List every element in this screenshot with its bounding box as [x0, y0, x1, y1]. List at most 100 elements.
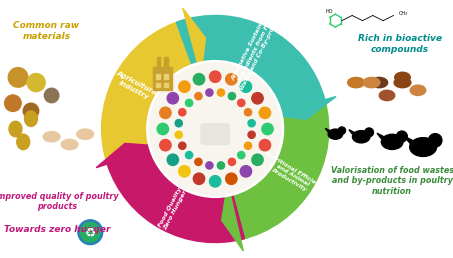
Wedge shape	[230, 100, 329, 240]
Text: Rich in bioactive
compounds: Rich in bioactive compounds	[358, 34, 442, 54]
Circle shape	[259, 107, 270, 118]
Ellipse shape	[9, 121, 22, 137]
Circle shape	[240, 81, 251, 92]
Circle shape	[206, 162, 213, 169]
Circle shape	[252, 93, 263, 104]
Circle shape	[252, 154, 263, 165]
Circle shape	[160, 140, 171, 151]
Circle shape	[245, 109, 252, 116]
Ellipse shape	[352, 131, 370, 143]
Polygon shape	[269, 96, 336, 119]
Circle shape	[81, 222, 100, 242]
Circle shape	[259, 140, 270, 151]
Circle shape	[23, 103, 39, 119]
Circle shape	[206, 89, 213, 96]
Circle shape	[179, 81, 190, 92]
Circle shape	[217, 89, 225, 96]
Ellipse shape	[395, 72, 410, 83]
Circle shape	[178, 109, 186, 116]
Text: ♻: ♻	[85, 226, 96, 239]
FancyBboxPatch shape	[156, 74, 160, 79]
Text: Agricultural
Industry: Agricultural Industry	[112, 70, 159, 103]
Circle shape	[5, 95, 21, 111]
Circle shape	[78, 220, 103, 245]
Text: Valorisation of food wastes
and by-products in poultry
nutrition: Valorisation of food wastes and by-produ…	[331, 166, 453, 196]
FancyBboxPatch shape	[201, 124, 229, 144]
Ellipse shape	[24, 111, 38, 126]
Circle shape	[178, 142, 186, 149]
Polygon shape	[349, 130, 356, 134]
Circle shape	[193, 173, 205, 184]
Wedge shape	[176, 15, 325, 112]
Circle shape	[209, 71, 221, 82]
FancyBboxPatch shape	[164, 83, 168, 87]
Ellipse shape	[381, 134, 403, 149]
Ellipse shape	[410, 138, 437, 156]
Text: Improved quality of poultry
products: Improved quality of poultry products	[0, 191, 119, 211]
Circle shape	[396, 131, 407, 142]
Ellipse shape	[61, 139, 78, 150]
Polygon shape	[96, 143, 163, 168]
Text: Food Quality
Zero Hunger: Food Quality Zero Hunger	[158, 187, 188, 231]
Ellipse shape	[347, 77, 364, 88]
Circle shape	[195, 93, 202, 100]
Circle shape	[179, 166, 190, 177]
Ellipse shape	[203, 128, 227, 135]
Text: Towards zero hunger: Towards zero hunger	[4, 225, 110, 234]
Ellipse shape	[17, 134, 29, 150]
Circle shape	[248, 131, 255, 138]
Polygon shape	[325, 128, 331, 132]
Circle shape	[27, 74, 45, 92]
Circle shape	[240, 166, 251, 177]
Circle shape	[167, 154, 178, 165]
Polygon shape	[377, 133, 386, 139]
Ellipse shape	[77, 129, 93, 139]
Ellipse shape	[328, 129, 342, 139]
Circle shape	[262, 123, 273, 135]
Circle shape	[167, 93, 178, 104]
Circle shape	[175, 131, 183, 138]
Ellipse shape	[394, 77, 411, 88]
Circle shape	[8, 68, 28, 87]
Circle shape	[245, 142, 252, 149]
Wedge shape	[107, 150, 245, 243]
Circle shape	[175, 120, 183, 127]
Circle shape	[195, 158, 202, 165]
Circle shape	[193, 74, 205, 85]
Circle shape	[157, 123, 169, 135]
Circle shape	[226, 173, 237, 184]
Ellipse shape	[43, 132, 60, 142]
Ellipse shape	[363, 77, 380, 88]
Ellipse shape	[371, 77, 388, 88]
Circle shape	[44, 88, 59, 103]
Circle shape	[149, 63, 281, 195]
Circle shape	[228, 158, 236, 165]
Circle shape	[209, 176, 221, 187]
Text: Common raw
materials: Common raw materials	[14, 21, 80, 41]
Circle shape	[338, 127, 346, 134]
Circle shape	[185, 151, 193, 159]
FancyBboxPatch shape	[164, 58, 168, 67]
Polygon shape	[405, 136, 415, 143]
Text: Nutritional Efficiency
and Animal
Productivity: Nutritional Efficiency and Animal Produc…	[259, 150, 327, 200]
Circle shape	[160, 107, 171, 118]
Text: CH₃: CH₃	[399, 11, 408, 17]
Circle shape	[365, 128, 373, 137]
Circle shape	[238, 99, 245, 107]
Text: HO: HO	[326, 9, 333, 14]
Circle shape	[429, 134, 442, 147]
FancyBboxPatch shape	[156, 83, 160, 87]
FancyBboxPatch shape	[164, 74, 168, 79]
Ellipse shape	[379, 90, 395, 101]
Polygon shape	[222, 183, 243, 251]
Circle shape	[185, 99, 193, 107]
Ellipse shape	[410, 85, 426, 95]
Circle shape	[226, 74, 237, 85]
Circle shape	[228, 93, 236, 100]
Circle shape	[217, 162, 225, 169]
Circle shape	[248, 120, 255, 127]
FancyBboxPatch shape	[157, 58, 160, 67]
Circle shape	[147, 61, 284, 197]
Text: Alternative Sustainable
Ingredients from Food
Waste and Co-By-products: Alternative Sustainable Ingredients from…	[229, 6, 284, 91]
Polygon shape	[183, 8, 206, 75]
